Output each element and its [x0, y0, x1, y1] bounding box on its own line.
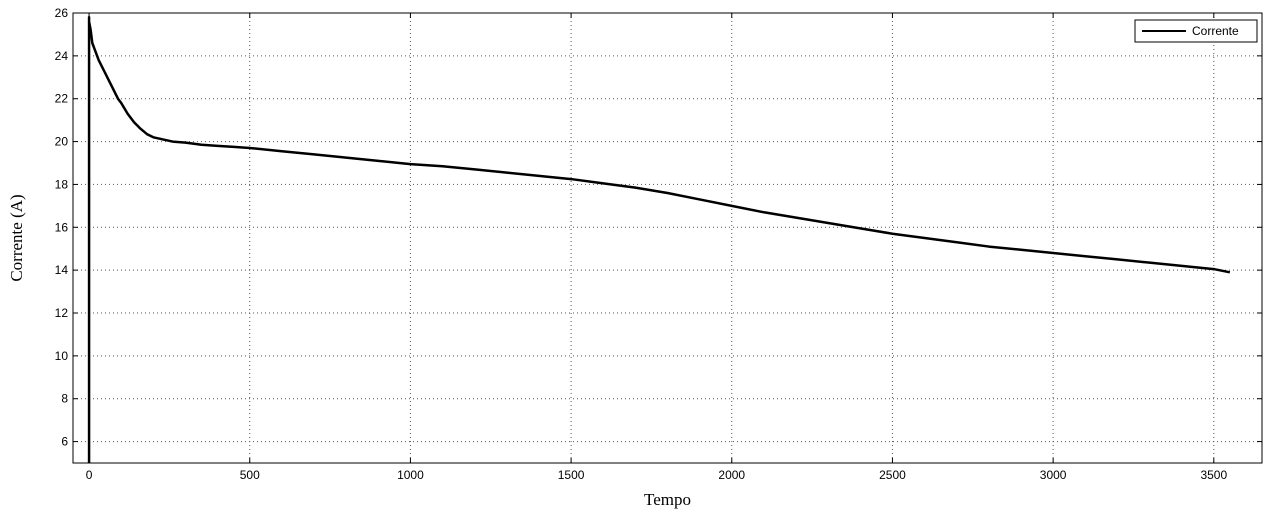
- y-tick-label: 24: [55, 49, 69, 63]
- x-tick-label: 500: [240, 468, 260, 482]
- x-axis-label: Tempo: [644, 490, 691, 509]
- y-tick-label: 14: [55, 263, 69, 277]
- y-tick-label: 18: [55, 177, 69, 191]
- x-tick-label: 3000: [1040, 468, 1067, 482]
- ticks: 0 500 1000 1500 2000 2500 3000 3500 6 8 10 12 14 16 18…: [55, 6, 1262, 482]
- y-tick-label: 16: [55, 220, 69, 234]
- series-line-0: [87, 16, 1231, 463]
- y-axis-label: Corrente (A): [7, 194, 26, 281]
- y-tick-label: 6: [61, 435, 68, 449]
- legend-box: [1134, 19, 1258, 43]
- y-tick-label: 10: [55, 349, 69, 363]
- plot-frame: [72, 12, 1263, 464]
- y-tick-label: 26: [55, 6, 69, 20]
- legend: Corrente: [1134, 19, 1258, 43]
- x-tick-label: 0: [86, 468, 93, 482]
- y-tick-label: 12: [55, 306, 69, 320]
- y-tick-label: 20: [55, 135, 69, 149]
- series-layer: [87, 16, 1231, 463]
- y-tick-label: 22: [55, 92, 69, 106]
- y-tick-label: 8: [61, 392, 68, 406]
- x-tick-label: 1500: [558, 468, 585, 482]
- x-tick-label: 2000: [718, 468, 745, 482]
- x-tick-label: 2500: [879, 468, 906, 482]
- x-tick-label: 1000: [397, 468, 424, 482]
- legend-entry-label: Corrente: [1192, 24, 1239, 38]
- plot-background: [73, 13, 1262, 463]
- x-tick-label: 3500: [1200, 468, 1227, 482]
